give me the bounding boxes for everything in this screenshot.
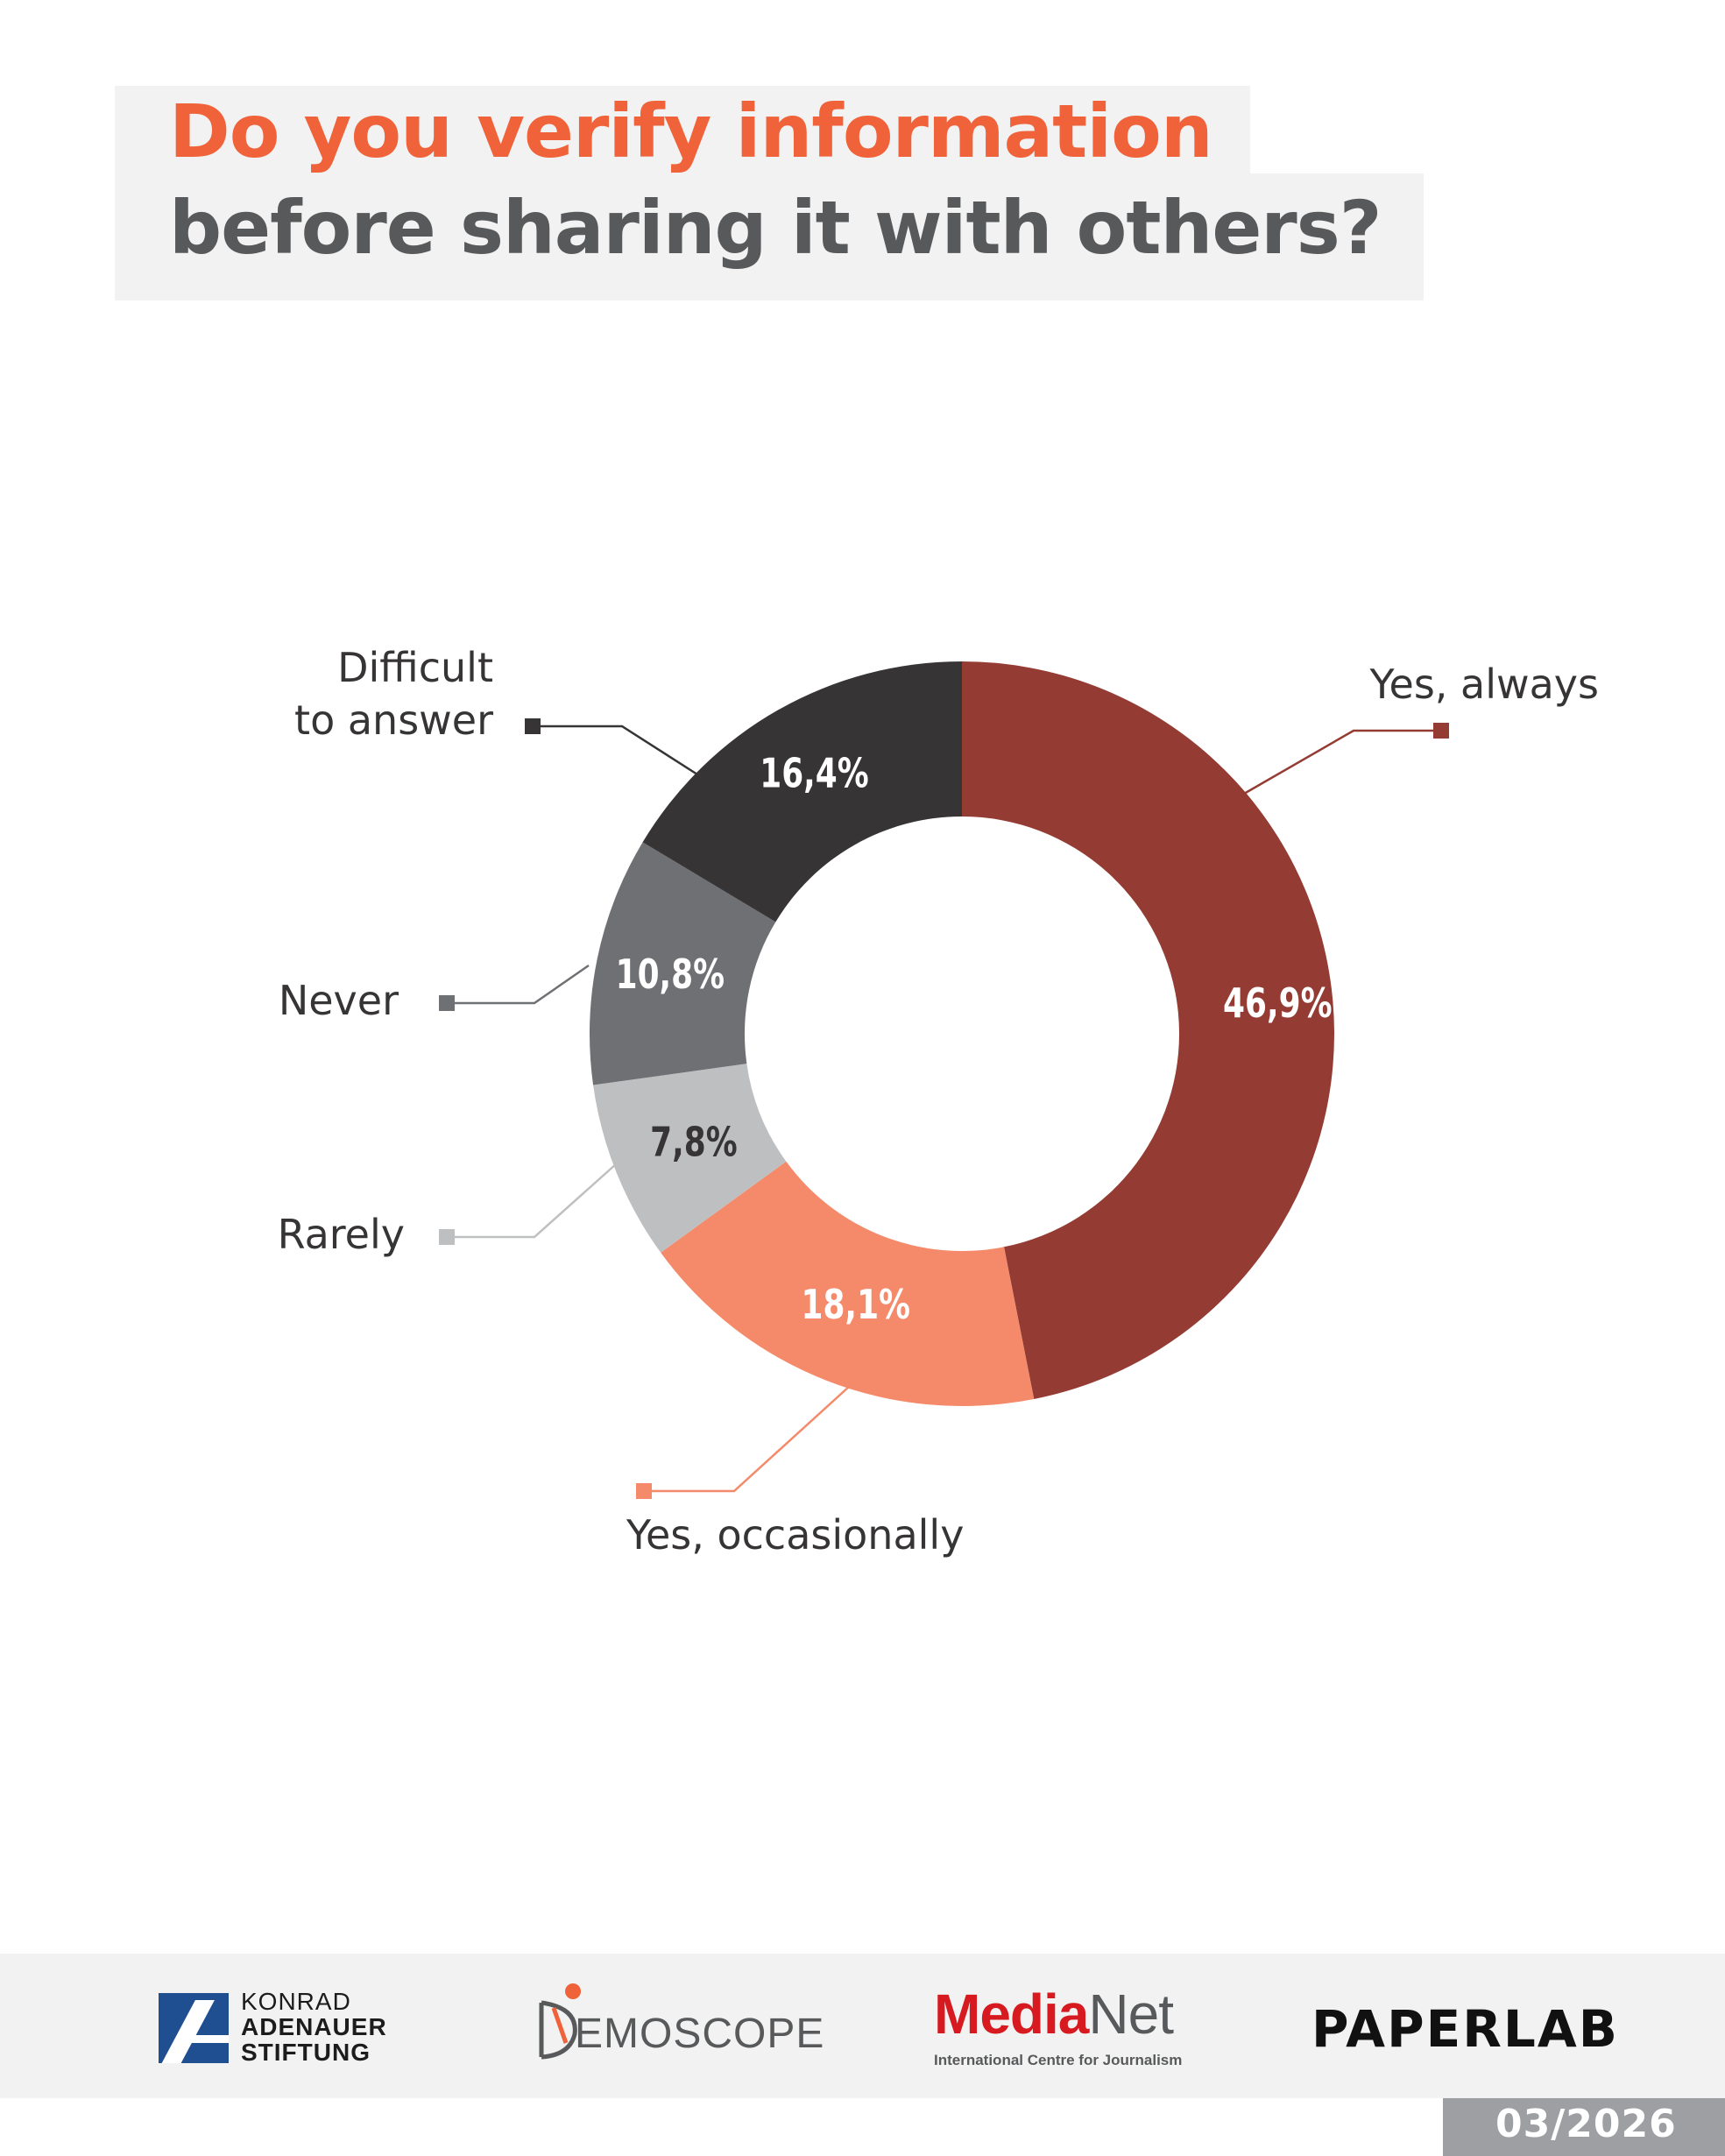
- leader-line-never: [447, 964, 590, 1005]
- legend-marker-yes-always: [1433, 723, 1449, 739]
- leader-line-rarely: [447, 1163, 618, 1239]
- slice-yes-always: [962, 661, 1334, 1399]
- value-label-rarely: 7,8%: [650, 1119, 738, 1166]
- value-label-difficult-to-answer: 16,4%: [760, 750, 868, 797]
- legend-marker-difficult-to-answer: [525, 718, 541, 734]
- konrad-adenauer-logo-icon: [159, 1993, 229, 2063]
- date-badge: 03/2026: [1443, 2098, 1725, 2156]
- leader-line-difficult-to-answer: [533, 725, 698, 776]
- slice-never: [589, 842, 776, 1085]
- category-label-never: Never: [279, 977, 399, 1024]
- category-label-yes-occasionally: Yes, occasionally: [626, 1511, 964, 1559]
- leader-line-yes-always: [1243, 729, 1441, 795]
- value-label-yes-always: 46,9%: [1223, 979, 1332, 1027]
- chart-title-line-1: Do you verify information: [169, 88, 1213, 174]
- footer-logo-bar: [0, 1954, 1725, 2098]
- category-label-rarely: Rarely: [278, 1211, 405, 1258]
- demoscope-logo-icon: [539, 1983, 581, 2060]
- value-label-never: 10,8%: [616, 951, 725, 999]
- leader-line-yes-occasionally: [644, 1385, 851, 1493]
- chart-title-line-2: before sharing it with others?: [169, 185, 1382, 271]
- kas-line-3: STIFTUNG: [241, 2039, 371, 2066]
- title-background-bottom: [115, 173, 1424, 300]
- title-background-top: [115, 86, 1250, 173]
- demoscope-logo-text: EMOSCOPE: [575, 2011, 825, 2057]
- medianet-logo-net: Net: [1088, 1983, 1174, 2046]
- donut-chart: 46,9% 18,1% 7,8% 10,8% 16,4% Yes, always Yes, …: [278, 644, 1599, 1559]
- slice-difficult-to-answer: [642, 661, 962, 922]
- kas-line-1: KONRAD: [241, 1988, 351, 2015]
- konrad-adenauer-logo-text: KONRAD ADENAUER STIFTUNG: [241, 1990, 387, 2066]
- category-label-difficult-to-answer: Difficult to answer: [294, 644, 493, 744]
- slice-yes-occasionally: [661, 1161, 1035, 1406]
- kas-line-2: ADENAUER: [241, 2013, 387, 2040]
- legend-marker-yes-occasionally: [636, 1483, 652, 1499]
- legend-marker-never: [439, 995, 455, 1011]
- category-label-yes-always: Yes, always: [1369, 661, 1599, 708]
- medianet-logo-media: Media: [934, 1983, 1089, 2046]
- medianet-subtitle: International Centre for Journalism: [934, 2052, 1183, 2068]
- paperlab-logo: PAPERLAB: [1311, 1999, 1619, 2059]
- date-text: 03/2026: [1495, 2102, 1677, 2146]
- legend-marker-rarely: [439, 1229, 455, 1245]
- value-label-yes-occasionally: 18,1%: [802, 1282, 910, 1329]
- medianet-logo: MediaNet: [934, 1986, 1174, 2042]
- slice-rarely: [593, 1064, 787, 1253]
